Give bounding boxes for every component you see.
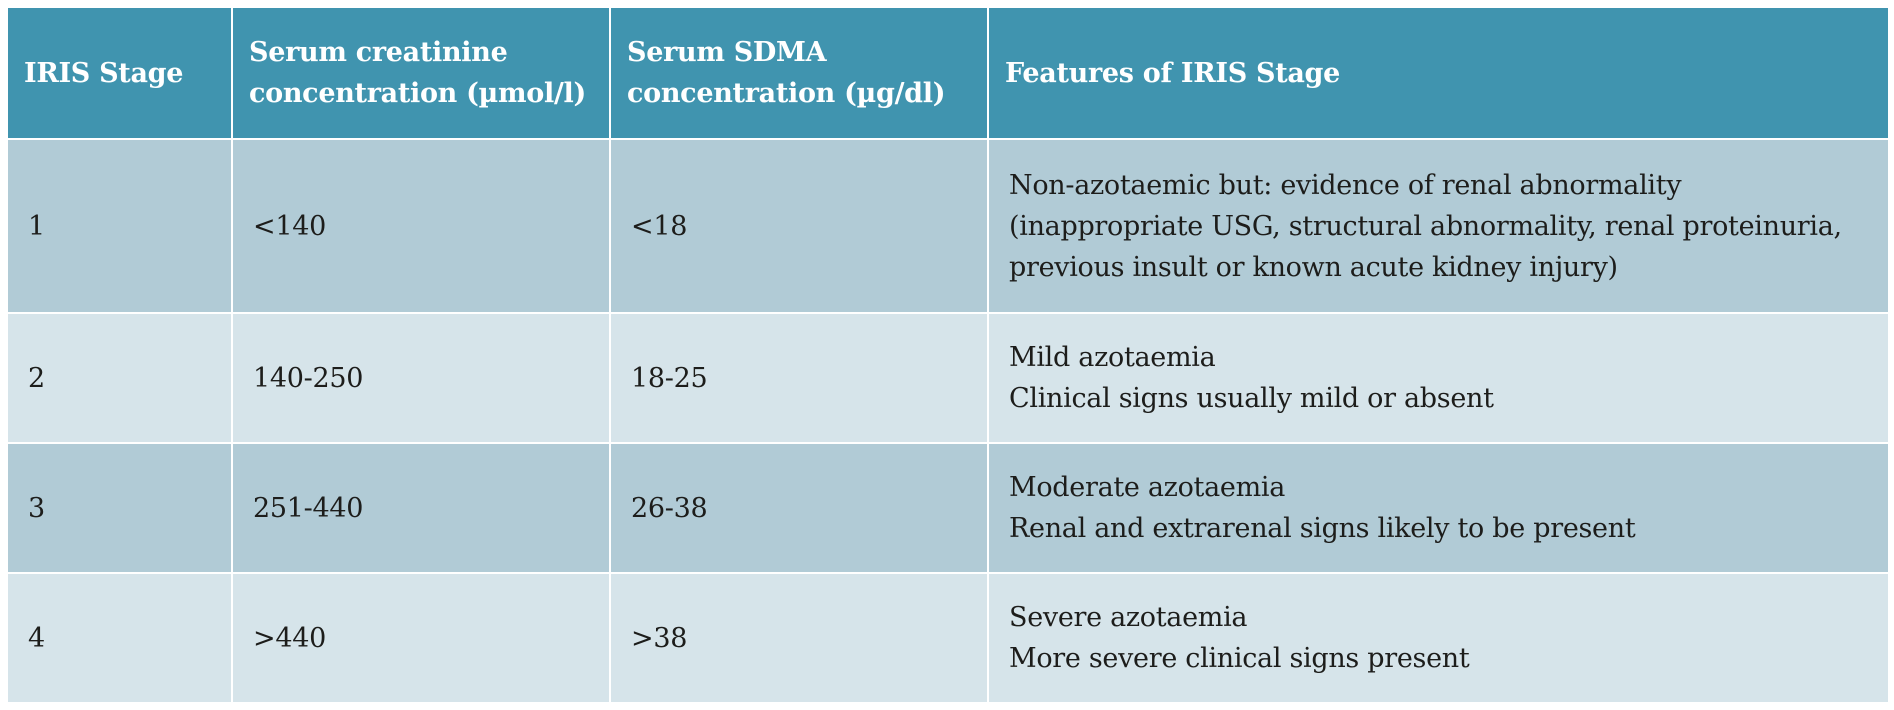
header-features: Features of IRIS Stage: [987, 6, 1890, 140]
stage-cell: 4: [6, 572, 233, 704]
iris-stage-table: IRIS Stage Serum creatinine concentratio…: [6, 6, 1890, 704]
stage-cell: 2: [6, 312, 233, 444]
table-row: 3 251-440 26-38 Moderate azotaemia Renal…: [6, 442, 1890, 574]
feature-line: Severe azotaemia: [1009, 602, 1248, 633]
table-body: 1 <140 <18 Non-azotaemic but: evidence o…: [6, 138, 1890, 704]
features-cell: Severe azotaemia More severe clinical si…: [987, 572, 1890, 704]
iris-stage-table-container: IRIS Stage Serum creatinine concentratio…: [6, 6, 1890, 704]
stage-cell: 1: [6, 138, 233, 314]
features-cell: Moderate azotaemia Renal and extrarenal …: [987, 442, 1890, 574]
header-row: IRIS Stage Serum creatinine concentratio…: [6, 6, 1890, 140]
sdma-cell: >38: [609, 572, 989, 704]
sdma-cell: <18: [609, 138, 989, 314]
header-iris-stage: IRIS Stage: [6, 6, 233, 140]
feature-line: Moderate azotaemia: [1009, 472, 1286, 503]
feature-line: Mild azotaemia: [1009, 342, 1216, 373]
feature-line: Renal and extrarenal signs likely to be …: [1009, 513, 1636, 544]
header-serum-sdma: Serum SDMA concentration (µg/dl): [609, 6, 989, 140]
features-cell: Mild azotaemia Clinical signs usually mi…: [987, 312, 1890, 444]
creatinine-cell: >440: [231, 572, 611, 704]
feature-line: Non-azotaemic but: evidence of renal abn…: [1009, 169, 1842, 283]
table-header: IRIS Stage Serum creatinine concentratio…: [6, 6, 1890, 140]
sdma-cell: 26-38: [609, 442, 989, 574]
sdma-cell: 18-25: [609, 312, 989, 444]
header-serum-creatinine: Serum creatinine concentration (µmol/l): [231, 6, 611, 140]
creatinine-cell: 140-250: [231, 312, 611, 444]
table-row: 1 <140 <18 Non-azotaemic but: evidence o…: [6, 138, 1890, 314]
creatinine-cell: 251-440: [231, 442, 611, 574]
feature-line: More severe clinical signs present: [1009, 643, 1470, 674]
creatinine-cell: <140: [231, 138, 611, 314]
table-row: 2 140-250 18-25 Mild azotaemia Clinical …: [6, 312, 1890, 444]
feature-line: Clinical signs usually mild or absent: [1009, 383, 1494, 414]
table-row: 4 >440 >38 Severe azotaemia More severe …: [6, 572, 1890, 704]
stage-cell: 3: [6, 442, 233, 574]
features-cell: Non-azotaemic but: evidence of renal abn…: [987, 138, 1890, 314]
